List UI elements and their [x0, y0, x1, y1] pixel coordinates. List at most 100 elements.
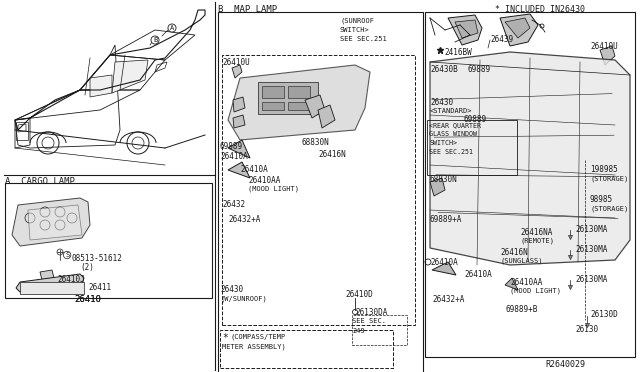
Polygon shape [233, 115, 245, 128]
Text: 26410A: 26410A [430, 258, 458, 267]
Polygon shape [318, 105, 335, 128]
Text: 68830N: 68830N [302, 138, 330, 147]
Text: 26130MA: 26130MA [575, 225, 607, 234]
Text: 26416NA: 26416NA [520, 228, 552, 237]
Polygon shape [28, 205, 82, 240]
Bar [288, 102, 310, 110]
Polygon shape [90, 75, 112, 97]
Text: GLASS WINDOW: GLASS WINDOW [429, 131, 477, 137]
Polygon shape [112, 60, 148, 93]
Text: 69889: 69889 [220, 142, 243, 151]
Text: 26410A: 26410A [240, 165, 268, 174]
Bar [427, 120, 517, 175]
Text: 26410AA: 26410AA [248, 176, 280, 185]
Text: R2640029: R2640029 [545, 360, 585, 369]
Text: 26411: 26411 [88, 283, 111, 292]
Text: A: A [170, 25, 174, 31]
Text: 26130DA: 26130DA [355, 308, 387, 317]
Bar [262, 102, 284, 110]
Text: S: S [65, 252, 69, 258]
Bar [220, 330, 393, 368]
Polygon shape [232, 65, 242, 78]
Polygon shape [228, 162, 250, 178]
Text: (W/SUNROOF): (W/SUNROOF) [220, 295, 267, 301]
Text: 26410: 26410 [75, 295, 101, 304]
Polygon shape [305, 95, 325, 118]
Polygon shape [500, 14, 538, 46]
Text: (SUNROOF: (SUNROOF [340, 18, 374, 25]
Text: A  CARGO LAMP: A CARGO LAMP [5, 177, 75, 186]
Text: (REMOTE): (REMOTE) [520, 238, 554, 244]
Bar [5, 183, 212, 298]
Text: 08513-51612: 08513-51612 [72, 254, 123, 263]
Text: 26410U: 26410U [590, 42, 618, 51]
Text: B: B [153, 37, 157, 43]
Text: 26130D: 26130D [590, 310, 618, 319]
Text: 69889+B: 69889+B [505, 305, 538, 314]
Text: 2416BW: 2416BW [444, 48, 472, 57]
Text: 26410U: 26410U [222, 58, 250, 67]
Text: 26130: 26130 [575, 325, 598, 334]
Text: 26430: 26430 [430, 98, 453, 107]
Text: (STORAGE): (STORAGE) [590, 175, 628, 182]
Text: SEE SEC.251: SEE SEC.251 [340, 36, 387, 42]
Text: 26439: 26439 [490, 35, 513, 44]
Polygon shape [430, 52, 630, 265]
Text: (2): (2) [80, 263, 94, 272]
Text: 98985: 98985 [590, 195, 613, 204]
Text: 69889+A: 69889+A [430, 215, 462, 224]
Text: SWITCH>: SWITCH> [429, 140, 457, 146]
Polygon shape [16, 274, 84, 292]
Text: <REAR QUARTER: <REAR QUARTER [429, 122, 481, 128]
Text: <STANDARD>: <STANDARD> [430, 108, 472, 114]
Polygon shape [505, 278, 518, 290]
Polygon shape [430, 178, 445, 196]
Text: 26432+A: 26432+A [228, 215, 260, 224]
Text: 26410: 26410 [75, 295, 101, 304]
Polygon shape [12, 198, 90, 246]
Bar [352, 315, 407, 345]
Bar [258, 82, 318, 114]
Text: 26430B: 26430B [430, 65, 458, 74]
Text: 26416N: 26416N [318, 150, 346, 159]
Bar [222, 55, 415, 325]
Text: (COMPASS/TEMP: (COMPASS/TEMP [230, 333, 285, 340]
Text: 26410D: 26410D [345, 290, 372, 299]
Bar [425, 12, 635, 357]
Text: 26410A: 26410A [464, 270, 492, 279]
Text: 26410AA: 26410AA [510, 278, 542, 287]
Text: 198985: 198985 [590, 165, 618, 174]
Text: (SUNGLASS): (SUNGLASS) [500, 258, 543, 264]
Text: (MOOD LIGHT): (MOOD LIGHT) [510, 288, 561, 295]
Text: (STORAGE): (STORAGE) [590, 205, 628, 212]
Text: 26410J: 26410J [57, 275, 84, 284]
Bar [262, 86, 284, 98]
Polygon shape [600, 46, 615, 65]
Text: 69889: 69889 [464, 115, 487, 124]
Text: METER ASSEMBLY): METER ASSEMBLY) [222, 343, 285, 350]
Text: 69889: 69889 [468, 65, 491, 74]
Polygon shape [233, 97, 245, 112]
Bar [218, 12, 423, 372]
Bar [20, 282, 84, 294]
Polygon shape [432, 262, 456, 275]
Text: 68830N: 68830N [430, 175, 458, 184]
Text: B  MAP LAMP: B MAP LAMP [218, 5, 277, 14]
Text: SEE SEC.251: SEE SEC.251 [429, 149, 473, 155]
Text: 26430: 26430 [220, 285, 243, 294]
Polygon shape [40, 270, 54, 280]
Polygon shape [455, 20, 478, 38]
Polygon shape [228, 140, 250, 158]
Polygon shape [228, 65, 370, 140]
Polygon shape [448, 15, 482, 45]
Text: 26130MA: 26130MA [575, 275, 607, 284]
Bar [288, 86, 310, 98]
Text: (MOOD LIGHT): (MOOD LIGHT) [248, 186, 299, 192]
Text: 249: 249 [352, 328, 365, 334]
Text: * INCLUDED IN26430: * INCLUDED IN26430 [495, 5, 585, 14]
Text: 26432: 26432 [222, 200, 245, 209]
Text: 26416N: 26416N [500, 248, 528, 257]
Text: *: * [222, 333, 228, 343]
Bar [16, 122, 28, 140]
Text: SWITCH>: SWITCH> [340, 27, 370, 33]
